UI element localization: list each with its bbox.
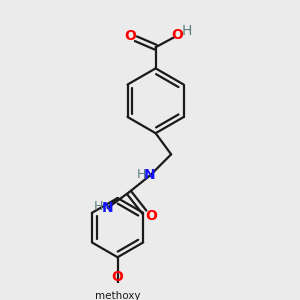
Text: H: H xyxy=(182,24,192,38)
Text: H: H xyxy=(94,200,104,213)
Text: O: O xyxy=(112,270,124,284)
Text: O: O xyxy=(146,209,157,224)
Text: O: O xyxy=(171,28,183,41)
Text: methoxy: methoxy xyxy=(95,291,140,300)
Text: N: N xyxy=(144,169,156,182)
Text: N: N xyxy=(102,201,113,215)
Text: H: H xyxy=(136,168,146,181)
Text: O: O xyxy=(124,29,136,44)
